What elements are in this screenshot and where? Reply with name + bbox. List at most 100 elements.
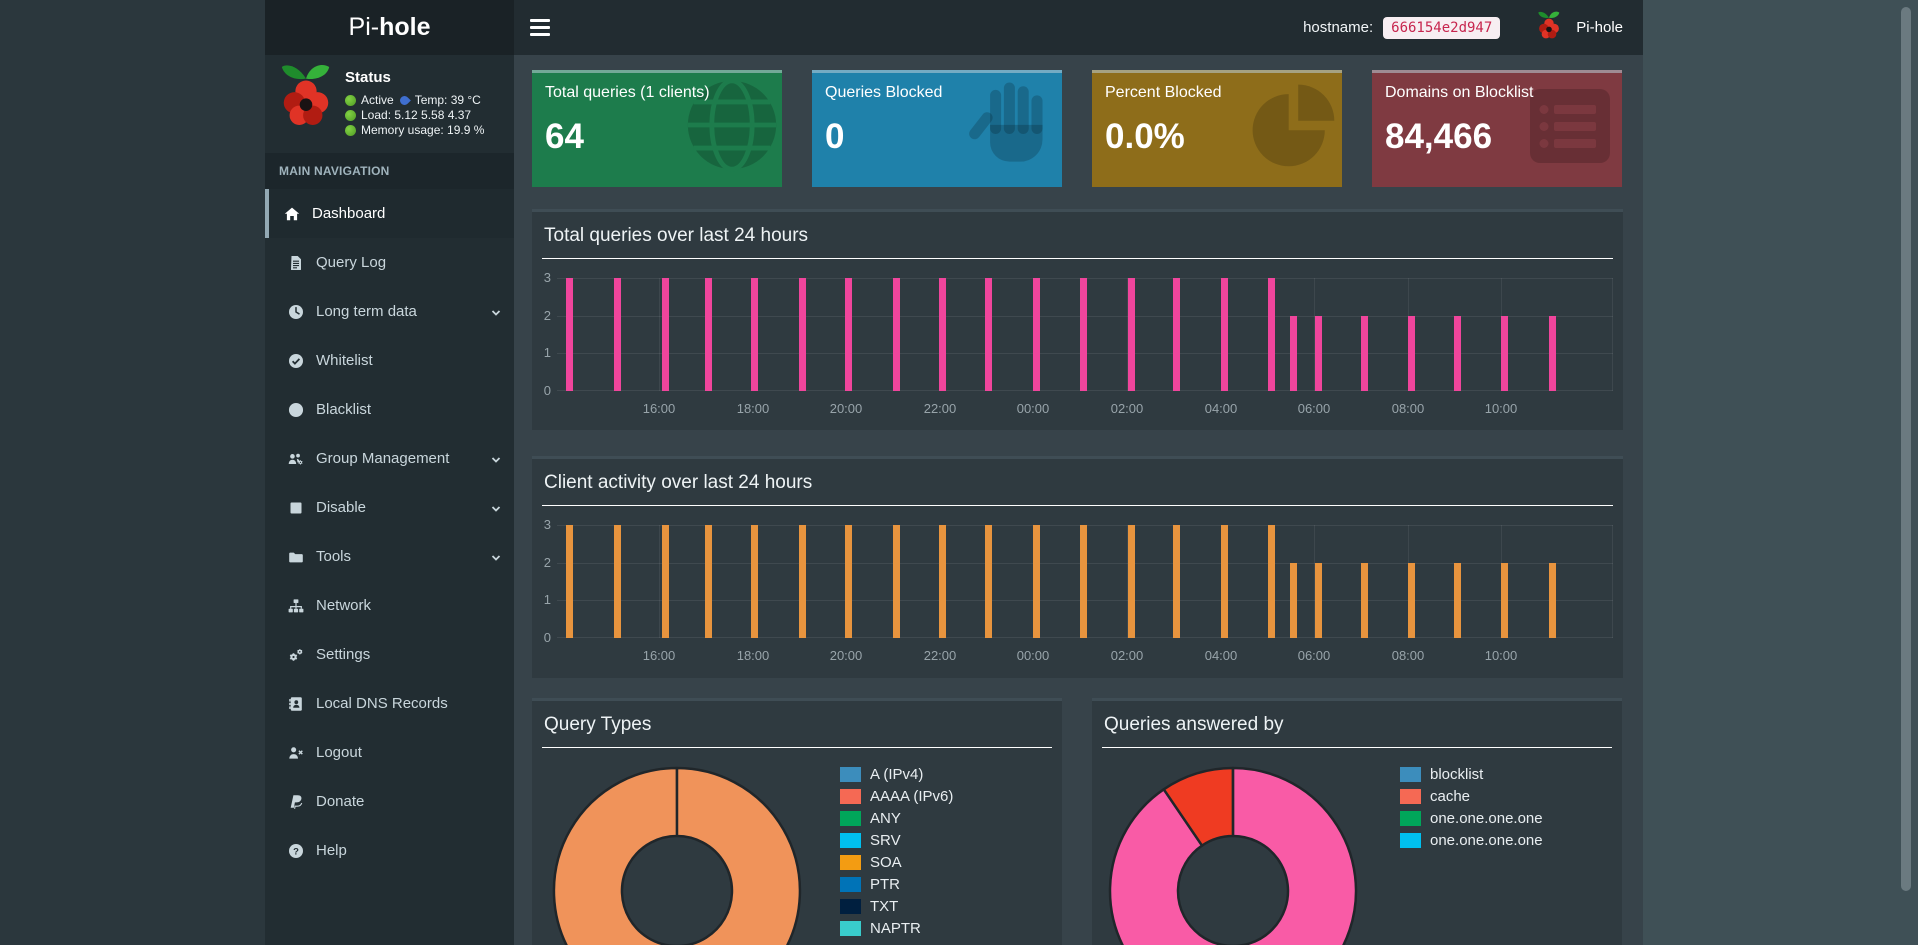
sidebar-item-group-management[interactable]: Group Management [265,434,514,483]
panel-title: Queries answered by [1104,714,1284,735]
gears-icon [286,647,305,663]
stat-card-label: Queries Blocked [825,84,943,101]
sidebar-item-tools[interactable]: Tools [265,532,514,581]
legend-item-aaaa-ipv6[interactable]: AAAA (IPv6) [840,785,953,807]
legend-label: blocklist [1430,765,1484,783]
sidebar-item-disable[interactable]: Disable [265,483,514,532]
sidebar-item-label: Group Management [316,450,450,467]
bar [1290,315,1297,391]
sidebar-toggle-button[interactable] [530,0,576,55]
sidebar-item-dashboard[interactable]: Dashboard [265,189,514,238]
bar [1033,525,1040,638]
x-axis-tick: 00:00 [1016,648,1050,663]
stat-card-label: Domains on Blocklist [1385,84,1534,101]
bar [1080,278,1087,391]
chart-legend: A (IPv4) AAAA (IPv6) ANY SRV SOA PTR TXT NAPTR [840,763,953,939]
legend-item-blocklist[interactable]: blocklist [1400,763,1543,785]
stat-card-value: 84,466 [1385,117,1493,156]
bar [1361,315,1368,391]
sidebar-item-whitelist[interactable]: Whitelist [265,336,514,385]
bar [1128,278,1135,391]
sidebar-item-donate[interactable]: Donate [265,777,514,826]
gridline [1612,278,1613,391]
stat-card-value: 64 [545,117,584,156]
legend-label: one.one.one.one [1430,831,1543,849]
legend-item-a-ipv4[interactable]: A (IPv4) [840,763,953,785]
bar [1315,315,1322,391]
bar [614,525,621,638]
sidebar-item-blacklist[interactable]: Blacklist [265,385,514,434]
y-axis-tick: 3 [543,270,551,285]
bar-chart-plot[interactable] [557,525,1613,638]
legend-swatch [840,810,861,826]
legend-item-soa[interactable]: SOA [840,851,953,873]
left-background-strip [0,0,265,945]
status-active-label: Active [361,93,394,107]
sidebar-item-local-dns-records[interactable]: Local DNS Records [265,679,514,728]
doughnut-chart[interactable] [547,761,807,945]
x-axis-tick: 06:00 [1297,401,1331,416]
bar [1408,562,1415,638]
bar [1128,525,1135,638]
status-ok-icon [345,110,356,121]
stat-card-queries-blocked: Queries Blocked 0 [812,70,1062,187]
legend-label: AAAA (IPv6) [870,787,954,805]
legend-item-naptr[interactable]: NAPTR [840,917,953,939]
gridline [1314,278,1315,391]
temperature-icon [397,94,411,107]
sidebar-item-long-term-data[interactable]: Long term data [265,287,514,336]
status-load-label: Load: 5.12 5.58 4.37 [361,108,472,122]
sidebar-section-header: MAIN NAVIGATION [265,153,514,189]
legend-item-one-one-one-one[interactable]: one.one.one.one [1400,829,1543,851]
bar [1080,525,1087,638]
panel-divider [542,747,1052,748]
legend-item-any[interactable]: ANY [840,807,953,829]
sidebar-item-settings[interactable]: Settings [265,630,514,679]
panel-title: Client activity over last 24 hours [544,472,813,493]
x-axis-tick: 10:00 [1484,401,1518,416]
stop-icon [286,500,305,516]
x-axis-tick: 22:00 [923,648,957,663]
y-axis-tick: 1 [543,592,551,608]
legend-swatch [840,898,861,914]
x-axis-tick: 08:00 [1391,401,1425,416]
legend-item-one-one-one-one[interactable]: one.one.one.one [1400,807,1543,829]
sidebar-item-label: Local DNS Records [316,695,448,712]
sidebar-item-help[interactable]: ? Help [265,826,514,875]
legend-item-cache[interactable]: cache [1400,785,1543,807]
sidebar-item-query-log[interactable]: Query Log [265,238,514,287]
scrollbar-thumb[interactable] [1901,7,1911,891]
svg-text:?: ? [293,846,299,857]
bar [1454,562,1461,638]
status-title: Status [345,69,391,86]
bar [1221,278,1228,391]
brand-link[interactable]: Pi-hole [265,0,514,55]
legend-label: PTR [870,875,900,893]
pihole-logo-icon [1536,10,1562,46]
legend-item-srv[interactable]: SRV [840,829,953,851]
sidebar-item-network[interactable]: Network [265,581,514,630]
legend-swatch [1400,788,1421,804]
x-axis-tick: 22:00 [923,401,957,416]
legend-item-txt[interactable]: TXT [840,895,953,917]
legend-label: SRV [870,831,901,849]
bar [1033,278,1040,391]
sidebar-nav: Dashboard Query Log Long term data Whitelis… [265,189,514,875]
doughnut-chart[interactable] [1103,761,1363,945]
legend-item-ptr[interactable]: PTR [840,873,953,895]
chevron-down-icon [490,551,502,563]
bar [1290,562,1297,638]
bar [566,278,573,391]
sidebar-item-logout[interactable]: Logout [265,728,514,777]
legend-swatch [840,766,861,782]
sign-out-icon [286,745,305,761]
sidebar-item-label: Disable [316,499,367,516]
bar-chart-plot[interactable] [557,278,1613,391]
gridline [1127,525,1128,638]
pihole-logo-large-icon [277,61,335,136]
brand-prefix: Pi- [348,13,380,41]
pie-chart-icon [1245,77,1340,177]
legend-swatch [1400,810,1421,826]
bar [1501,562,1508,638]
